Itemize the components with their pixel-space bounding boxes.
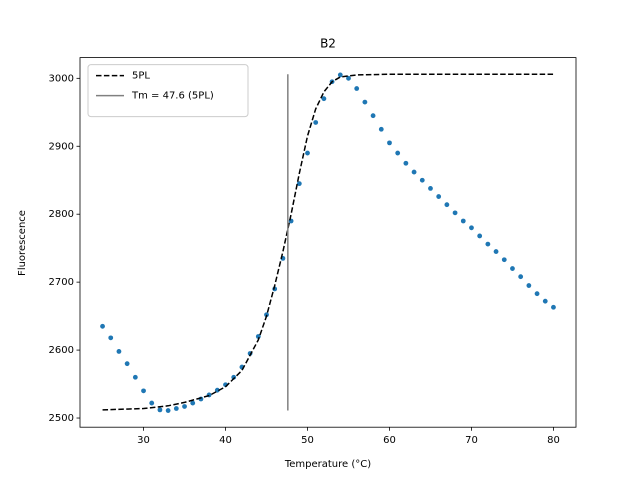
- data-point: [395, 150, 401, 156]
- data-point: [526, 283, 532, 288]
- y-tick-label: 2700: [49, 277, 74, 288]
- data-point: [190, 400, 196, 406]
- data-point: [305, 150, 310, 156]
- data-point: [485, 241, 491, 247]
- data-point: [354, 86, 360, 91]
- data-point: [460, 218, 466, 224]
- data-point: [452, 210, 458, 216]
- data-point: [436, 194, 442, 199]
- y-tick-label: 3000: [49, 73, 74, 84]
- data-point: [157, 407, 163, 413]
- x-tick-label: 40: [219, 435, 232, 446]
- data-point: [124, 361, 130, 367]
- data-point: [313, 120, 319, 125]
- data-point: [214, 387, 220, 393]
- data-point: [362, 99, 368, 105]
- y-tick-label: 2600: [49, 345, 74, 356]
- data-point: [542, 298, 548, 304]
- data-point: [534, 291, 540, 297]
- x-tick-label: 60: [383, 435, 396, 446]
- data-point: [165, 408, 171, 413]
- data-point: [321, 96, 327, 102]
- data-point: [141, 388, 146, 394]
- y-tick-label: 2800: [49, 209, 74, 220]
- data-point: [346, 75, 351, 81]
- data-point: [264, 312, 269, 318]
- chart-title: B2: [320, 37, 336, 51]
- legend-label: 5PL: [132, 71, 150, 82]
- y-tick-label: 2500: [49, 413, 74, 424]
- fit-line: [102, 73, 554, 411]
- data-point: [444, 202, 450, 208]
- data-point: [132, 374, 138, 380]
- legend-label: Tm = 47.6 (5PL): [131, 91, 214, 102]
- data-point: [469, 225, 474, 231]
- data-point: [108, 335, 114, 341]
- y-axis-label: Fluorescence: [17, 210, 28, 276]
- data-point: [477, 233, 483, 239]
- x-tick-label: 80: [547, 435, 560, 446]
- legend: 5PL Tm = 47.6 (5PL): [87, 64, 249, 118]
- legend-box: [87, 64, 249, 118]
- data-point: [100, 323, 105, 329]
- data-point: [403, 160, 409, 166]
- data-point: [510, 266, 515, 271]
- data-point: [378, 126, 384, 132]
- x-tick-label: 50: [301, 435, 314, 446]
- x-axis-label: Temperature (°C): [284, 459, 371, 470]
- data-point: [173, 406, 179, 411]
- data-point: [411, 169, 417, 175]
- data-point: [337, 72, 343, 78]
- data-point: [551, 304, 556, 310]
- plot-frame: [79, 57, 577, 428]
- data-point: [428, 185, 433, 191]
- data-point: [370, 113, 376, 119]
- data-point: [149, 400, 155, 406]
- data-point: [493, 249, 499, 254]
- data-point: [419, 177, 425, 183]
- data-point: [501, 257, 507, 263]
- data-point: [518, 274, 524, 280]
- data-point: [182, 404, 187, 409]
- x-tick-label: 70: [465, 435, 478, 446]
- data-point: [387, 140, 392, 146]
- data-point: [116, 349, 122, 354]
- data-point: [296, 181, 302, 187]
- x-tick-label: 30: [137, 435, 150, 446]
- y-tick-label: 2900: [49, 141, 74, 152]
